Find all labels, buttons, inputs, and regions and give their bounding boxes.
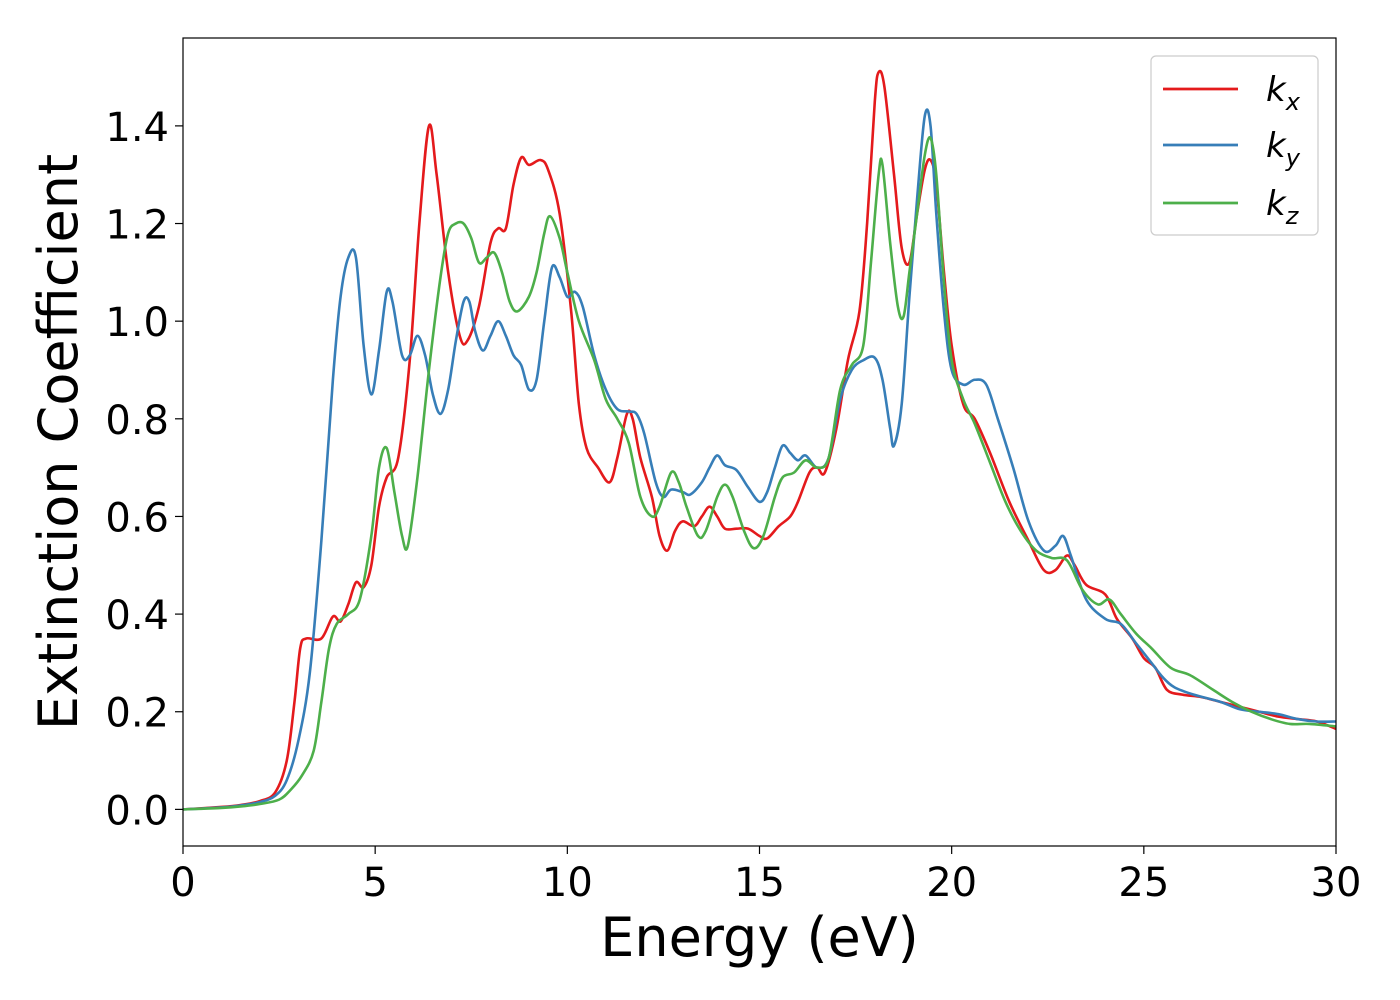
y-tick-label: 0.4: [105, 593, 169, 639]
series-line-ky: [183, 108, 1336, 811]
y-tick-label: 1.2: [105, 203, 169, 249]
x-tick-label: 20: [926, 860, 977, 906]
y-tick-label: 0.0: [105, 788, 169, 834]
x-tick-label: 5: [362, 860, 387, 906]
x-tick-label: 10: [542, 860, 593, 906]
x-axis-label: Energy (eV): [600, 906, 919, 969]
x-tick-label: 15: [734, 860, 785, 906]
y-tick-label: 0.6: [105, 495, 169, 541]
x-tick-label: 30: [1311, 860, 1362, 906]
y-tick-label: 1.0: [105, 300, 169, 346]
y-tick-label: 1.4: [105, 105, 169, 151]
legend-label: kx: [1266, 70, 1301, 116]
x-tick-label: 0: [170, 860, 195, 906]
legend: kx ky kz: [1150, 55, 1319, 236]
series-line-kz: [183, 136, 1336, 811]
plot-frame: [182, 37, 1337, 847]
y-tick-label: 0.2: [105, 691, 169, 737]
x-axis: 0 5 10 15 20 25 30: [170, 846, 1361, 906]
y-axis: 0.0 0.2 0.4 0.6 0.8 1.0 1.2 1.4: [105, 105, 183, 834]
x-tick-label: 25: [1118, 860, 1169, 906]
plot-series: [183, 69, 1336, 811]
y-tick-label: 0.8: [105, 398, 169, 444]
series-line-kx: [183, 69, 1336, 811]
y-axis-label: Extinction Coefficient: [27, 154, 90, 730]
legend-label: ky: [1266, 126, 1301, 172]
legend-label: kz: [1266, 184, 1300, 230]
